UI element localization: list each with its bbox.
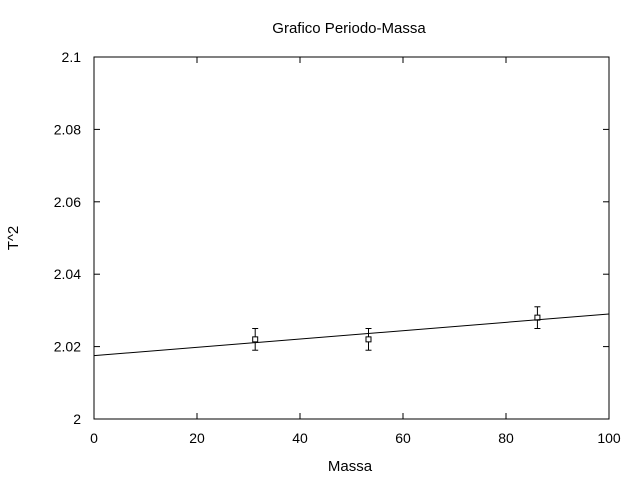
x-tick-label: 100: [597, 430, 621, 446]
plot-frame: [93, 56, 610, 420]
y-tick-label: 2.06: [54, 194, 81, 210]
x-tick-label: 80: [498, 430, 514, 446]
y-tick-label: 2.04: [54, 266, 81, 282]
y-tick-label: 2.08: [54, 121, 81, 137]
data-point: [252, 336, 259, 343]
x-axis: 0 20 40 60 80 100: [90, 57, 621, 446]
x-tick-label: 40: [292, 430, 308, 446]
chart-title: Grafico Periodo-Massa: [272, 20, 426, 37]
x-axis-label: Massa: [328, 458, 373, 475]
fit-line: [93, 313, 610, 357]
y-axis: 2 2.02 2.04 2.06 2.08 2.1: [54, 49, 609, 427]
data-point: [365, 336, 372, 343]
x-tick-label: 0: [90, 430, 98, 446]
y-tick-label: 2.02: [54, 339, 81, 355]
y-tick-label: 2: [73, 411, 81, 427]
x-tick-label: 60: [395, 430, 411, 446]
y-tick-label: 2.1: [62, 49, 82, 65]
x-tick-label: 20: [189, 430, 205, 446]
y-axis-label: T^2: [5, 226, 22, 251]
series-layer: [93, 306, 610, 357]
